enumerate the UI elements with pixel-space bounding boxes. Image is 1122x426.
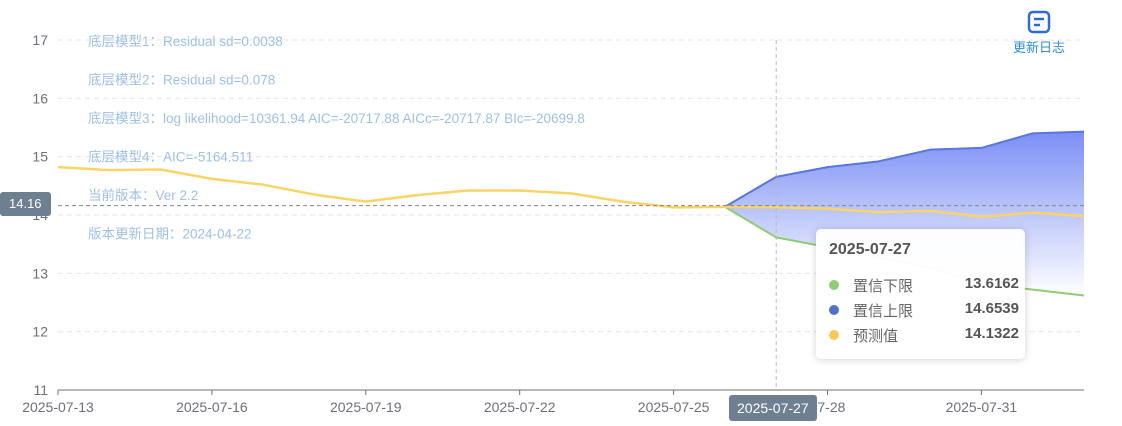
- annotation-text: 底层模型3：log likelihood=10361.94 AIC=-20717…: [88, 111, 585, 126]
- tooltip-row-value: 14.6539: [964, 300, 1019, 317]
- series-line-upper: [724, 130, 1085, 208]
- y-tick-label: 12: [32, 324, 48, 340]
- y-tick-label: 16: [32, 90, 48, 106]
- model-annotations: 底层模型1：Residual sd=0.0038 底层模型2：Residual s…: [88, 34, 585, 242]
- x-tick-label: 2025-07-19: [330, 399, 402, 415]
- series-line-forecast: [57, 165, 1085, 218]
- annotation-text: 底层模型4：AIC=-5164.511: [88, 150, 253, 165]
- x-tick-label: 2025-07-22: [484, 399, 556, 415]
- x-tick-label: 2025-07-16: [176, 399, 248, 415]
- tooltip-row-upper: 置信上限 14.6539: [829, 300, 1019, 320]
- legend-dot-forecast: [829, 330, 839, 340]
- axes: 111213141516172025-07-132025-07-162025-0…: [22, 32, 1084, 415]
- crosshair: [58, 40, 1084, 390]
- crosshair-y-label: 14.16: [0, 192, 51, 216]
- y-tick-label: 11: [33, 382, 48, 398]
- x-tick-label: 2025-07-25: [638, 399, 710, 415]
- tooltip-row-name: 预测值: [853, 328, 899, 345]
- annotation-text: 底层模型2：Residual sd=0.078: [88, 73, 275, 88]
- tooltip-row-lower: 置信下限 13.6162: [829, 275, 1019, 295]
- x-tick-label: 07-28: [810, 399, 846, 415]
- tooltip-row-value: 13.6162: [964, 275, 1019, 292]
- tooltip: 2025-07-27 置信下限 13.6162 置信上限 14.6539 预测值…: [816, 229, 1025, 359]
- tooltip-row-name: 置信上限: [853, 303, 914, 320]
- changelog-button[interactable]: 更新日志: [1004, 10, 1074, 56]
- crosshair-x-label: 2025-07-27: [729, 395, 817, 421]
- legend-dot-upper: [829, 305, 839, 315]
- annotation-text: 版本更新日期：2024-04-22: [88, 227, 252, 242]
- tooltip-row-value: 14.1322: [964, 325, 1019, 342]
- tooltip-title: 2025-07-27: [829, 241, 911, 258]
- x-tick-label: 2025-07-13: [22, 399, 94, 415]
- changelog-label: 更新日志: [1012, 40, 1065, 55]
- document-icon: [1027, 10, 1051, 34]
- annotation-text: 当前版本：Ver 2.2: [88, 187, 198, 203]
- tooltip-row-forecast: 预测值 14.1322: [829, 325, 1019, 345]
- x-tick-label: 2025-07-31: [946, 399, 1018, 415]
- y-tick-label: 15: [32, 149, 48, 165]
- y-tick-label: 13: [32, 265, 48, 281]
- tooltip-row-name: 置信下限: [853, 278, 914, 295]
- y-tick-label: 17: [32, 32, 48, 48]
- legend-dot-lower: [829, 280, 839, 290]
- annotation-text: 底层模型1：Residual sd=0.0038: [88, 34, 283, 49]
